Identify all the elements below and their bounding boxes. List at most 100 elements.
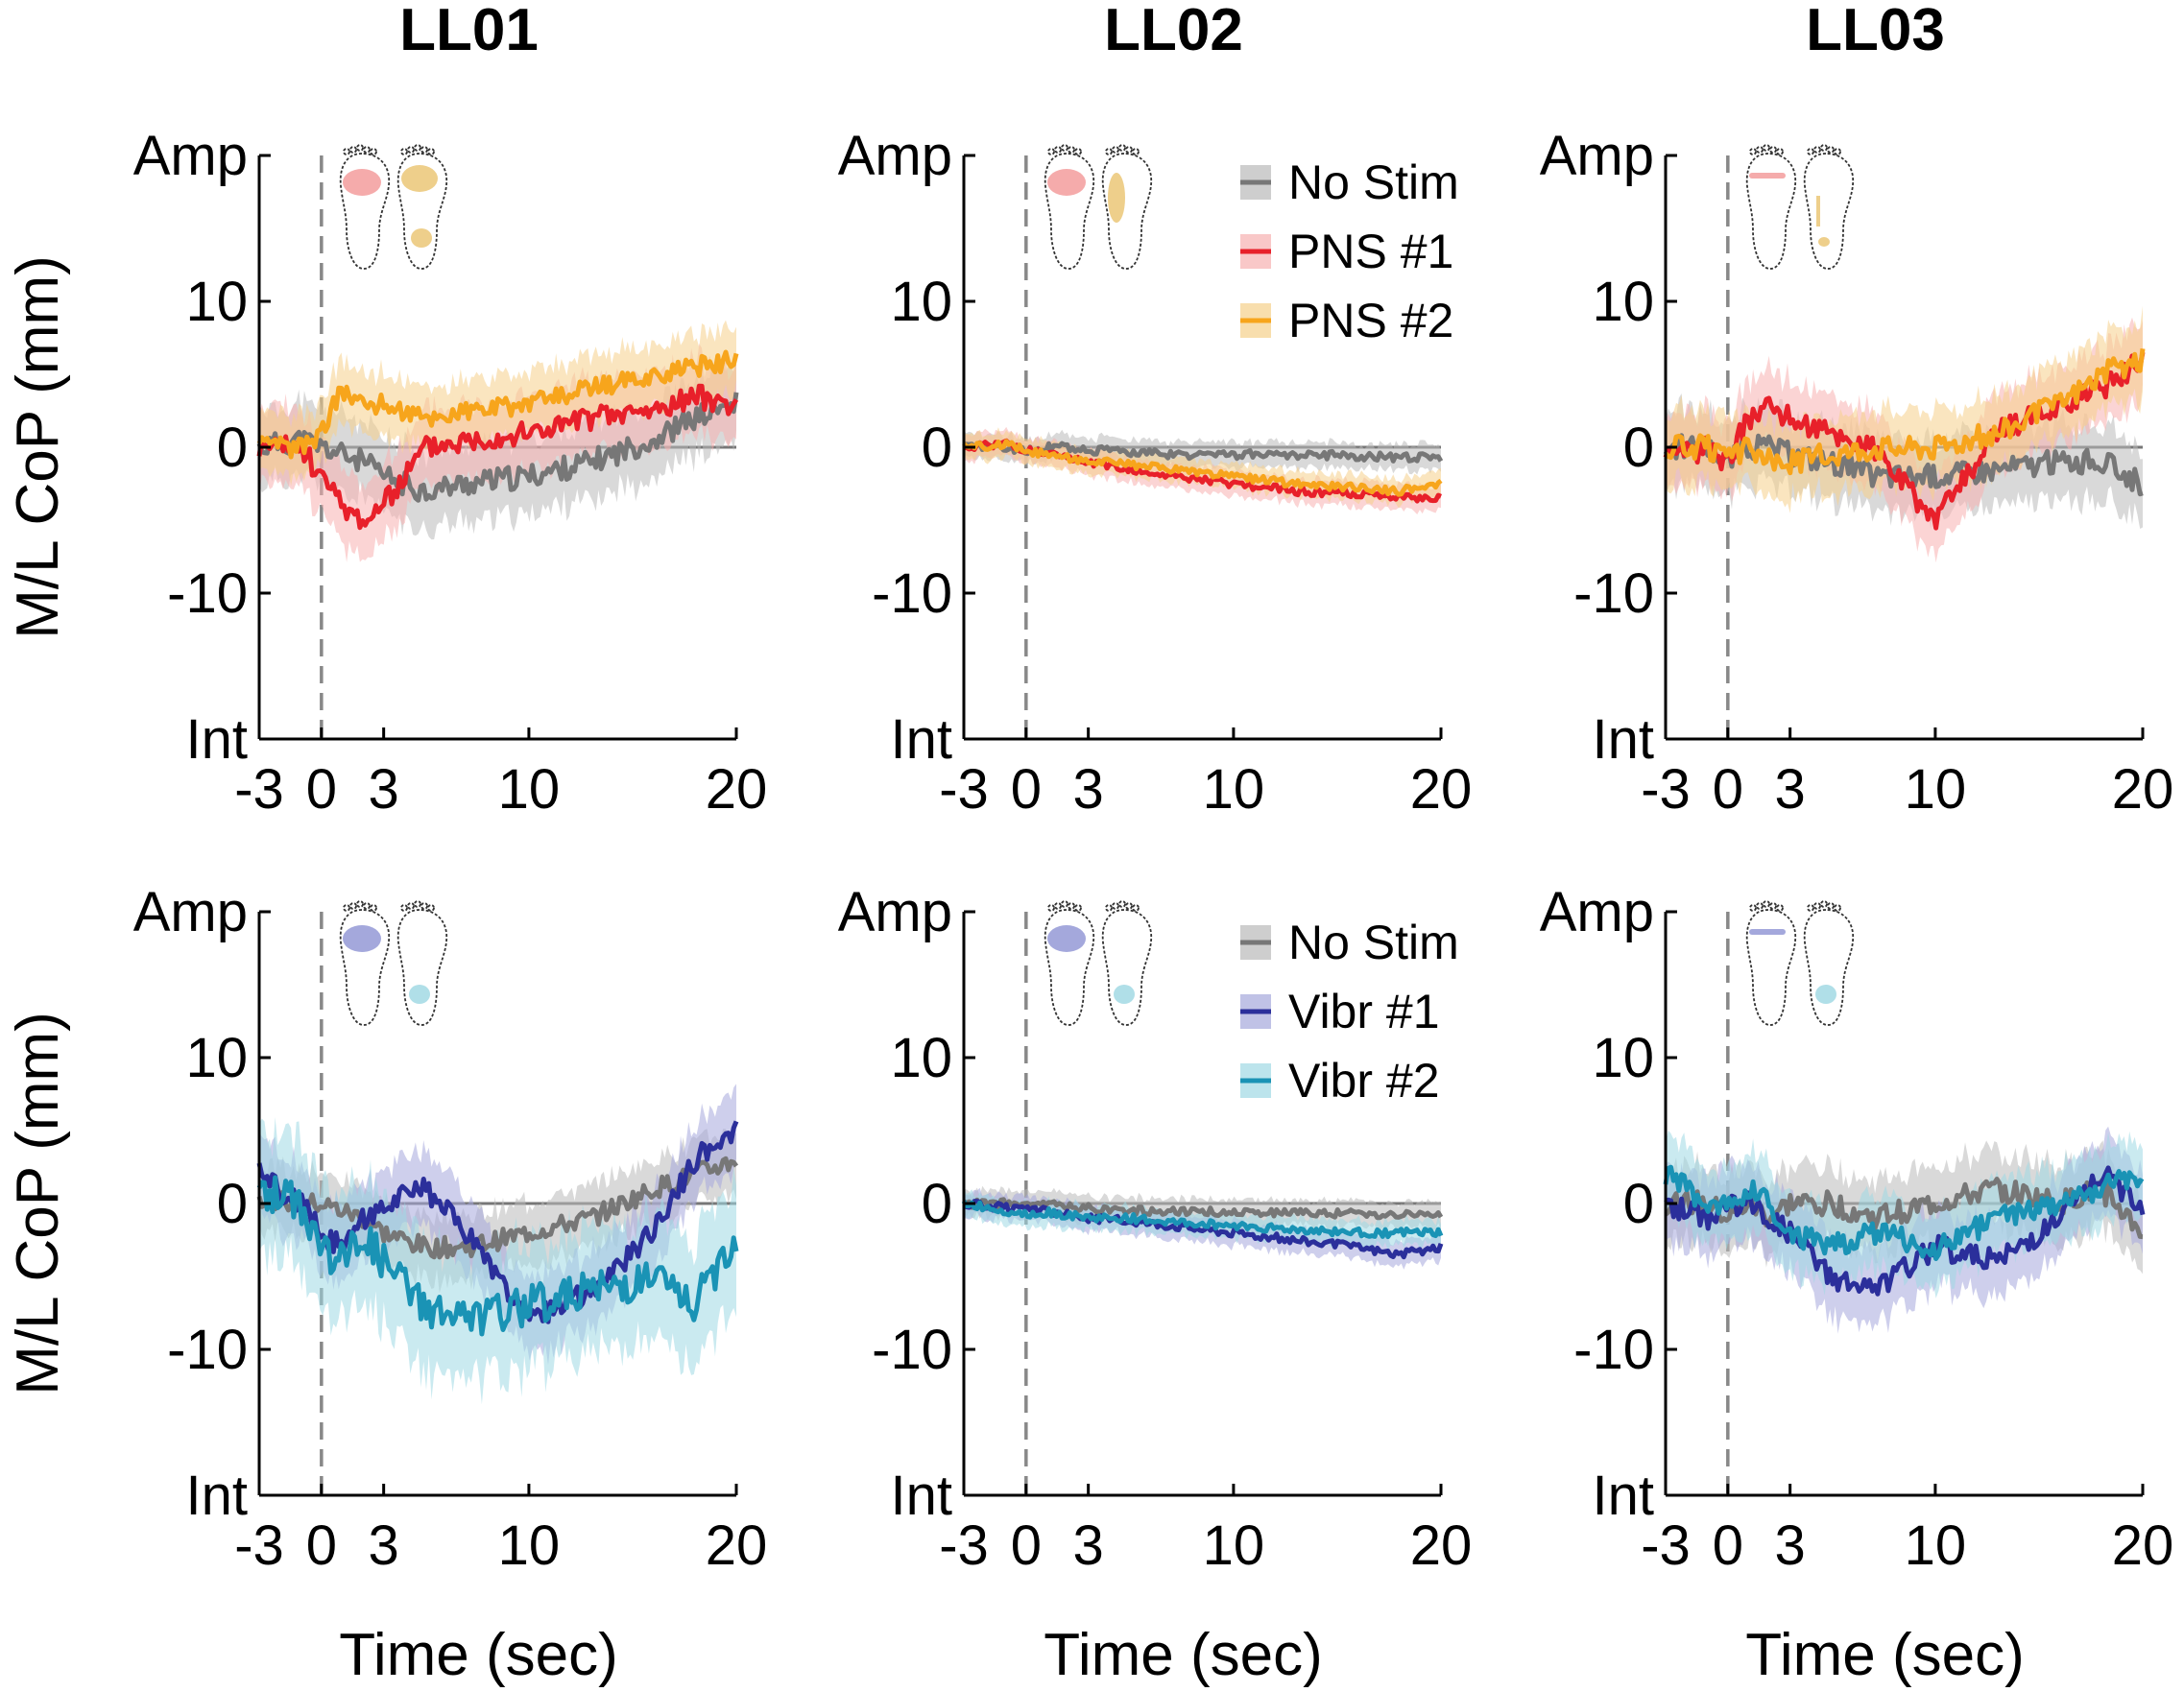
- x-tick-label: 20: [2112, 758, 2174, 821]
- y-tick-label: -10: [167, 562, 248, 625]
- y-tick-label: 10: [1592, 1027, 1654, 1089]
- y-tick-label: -10: [1573, 1319, 1654, 1381]
- x-tick-label: 3: [1073, 758, 1104, 821]
- y-tick-label: -10: [872, 562, 952, 625]
- x-tick-label: 10: [498, 1514, 561, 1577]
- x-tick-label: -3: [1641, 758, 1691, 821]
- x-tick-label: 0: [1011, 758, 1042, 821]
- x-tick-label: -3: [1641, 1514, 1691, 1577]
- y-tick-label: 10: [890, 1027, 952, 1089]
- y-axis-label: M/L CoP (mm): [5, 1012, 71, 1395]
- x-tick-label: 0: [1713, 1514, 1743, 1577]
- x-axis-label: Time (sec): [1044, 1622, 1322, 1688]
- column-title-ll03: LL03: [1806, 0, 1945, 63]
- x-tick-label: 3: [369, 1514, 399, 1577]
- series-line-vibr-1: [962, 1199, 1444, 1260]
- y-tick-label: 10: [185, 1027, 248, 1089]
- x-tick-label: 0: [306, 1514, 337, 1577]
- y-tick-label: 0: [1623, 1173, 1654, 1235]
- foot-diagram-icon: [1044, 144, 1153, 270]
- series-line-pns-2: [256, 349, 739, 460]
- series-line-no-stim: [256, 1156, 739, 1260]
- y-tick-label: Int: [186, 1465, 249, 1527]
- x-tick-label: 10: [498, 758, 561, 821]
- y-tick-label: Amp: [1540, 125, 1654, 187]
- column-title-ll02: LL02: [1104, 0, 1243, 63]
- x-tick-label: 20: [706, 1514, 768, 1577]
- y-tick-label: Int: [891, 1465, 953, 1527]
- band-vibr-2: [259, 1116, 736, 1405]
- series-line-pns-1: [256, 383, 739, 531]
- series-line-vibr-2: [1663, 1164, 2145, 1261]
- y-tick-label: 10: [185, 271, 248, 333]
- x-tick-label: -3: [234, 758, 284, 821]
- series-line-no-stim: [256, 392, 739, 503]
- y-tick-label: Int: [1593, 708, 1655, 771]
- series-line-pns-2: [962, 439, 1443, 497]
- x-tick-label: -3: [939, 758, 989, 821]
- series-line-vibr-1: [1664, 1165, 2146, 1297]
- y-tick-label: Amp: [838, 125, 952, 187]
- band-vibr-2: [964, 1186, 1441, 1251]
- x-tick-label: 3: [1775, 758, 1806, 821]
- x-tick-label: 10: [1203, 1514, 1265, 1577]
- y-tick-label: 0: [217, 417, 248, 479]
- y-tick-label: -10: [167, 1319, 248, 1381]
- column-title-ll01: LL01: [399, 0, 539, 63]
- y-tick-label: Int: [891, 708, 953, 771]
- x-axis-label: Time (sec): [339, 1622, 617, 1688]
- x-tick-label: 10: [1905, 758, 1967, 821]
- y-axis-label: M/L CoP (mm): [5, 255, 71, 639]
- x-tick-label: 20: [706, 758, 768, 821]
- y-tick-label: Amp: [1540, 881, 1654, 943]
- y-tick-label: Amp: [133, 881, 248, 943]
- foot-diagram-icon: [1745, 900, 1855, 1026]
- legend-label-pns-1: PNS #1: [1288, 225, 1453, 278]
- x-tick-label: 20: [1410, 758, 1473, 821]
- y-tick-label: Amp: [133, 125, 248, 187]
- legend-label-vibr-2: Vibr #2: [1288, 1054, 1440, 1108]
- x-axis-label: Time (sec): [1745, 1622, 2024, 1688]
- legend-label-vibr-1: Vibr #1: [1288, 985, 1440, 1038]
- y-tick-label: 0: [922, 417, 952, 479]
- series-line-pns-2: [1664, 347, 2146, 476]
- y-tick-label: Int: [1593, 1465, 1655, 1527]
- series-line-no-stim: [962, 1197, 1444, 1221]
- band-pns-2: [1666, 305, 2143, 513]
- y-tick-label: 0: [1623, 417, 1654, 479]
- legend-label-no-stim: No Stim: [1288, 155, 1459, 209]
- series-line-vibr-2: [256, 1175, 739, 1337]
- foot-diagram-icon: [339, 900, 448, 1026]
- x-tick-label: 3: [369, 758, 399, 821]
- x-tick-label: -3: [939, 1514, 989, 1577]
- y-tick-label: Int: [186, 708, 249, 771]
- x-tick-label: 20: [2112, 1514, 2174, 1577]
- y-tick-label: Amp: [838, 881, 952, 943]
- legend-vibr: No Stim Vibr #1 Vibr #2: [1240, 916, 1459, 1108]
- y-tick-label: -10: [872, 1319, 952, 1381]
- y-tick-label: 10: [1592, 271, 1654, 333]
- x-tick-label: 10: [1905, 1514, 1967, 1577]
- x-tick-label: 0: [1011, 1514, 1042, 1577]
- y-tick-label: -10: [1573, 562, 1654, 625]
- x-tick-label: 0: [306, 758, 337, 821]
- x-tick-label: 10: [1203, 758, 1265, 821]
- foot-diagram-icon: [339, 144, 448, 270]
- x-tick-label: -3: [234, 1514, 284, 1577]
- foot-diagram-icon: [1044, 900, 1153, 1026]
- y-tick-label: 0: [217, 1173, 248, 1235]
- x-tick-label: 20: [1410, 1514, 1473, 1577]
- legend-label-no-stim: No Stim: [1288, 916, 1459, 969]
- legend-label-pns-2: PNS #2: [1288, 294, 1453, 347]
- band-pns-2: [964, 427, 1441, 509]
- legend-pns: No Stim PNS #1 PNS #2: [1240, 155, 1459, 347]
- y-tick-label: 10: [890, 271, 952, 333]
- x-tick-label: 3: [1775, 1514, 1806, 1577]
- x-tick-label: 0: [1713, 758, 1743, 821]
